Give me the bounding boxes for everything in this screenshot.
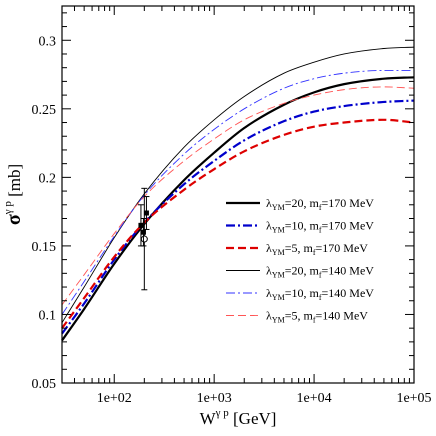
legend-label: λYM=10, mf=140 MeV	[266, 286, 374, 302]
legend: λYM=20, mf=170 MeV λYM=10, mf=170 MeV λYM=…	[226, 196, 374, 325]
legend-label: λYM=5, mf=140 MeV	[266, 309, 368, 325]
point-marker	[138, 222, 144, 228]
axis-ticks: 1e+02 1e+03 1e+04 1e+05 0.05 0.1 0.15 0.2 0.25 0.…	[32, 6, 432, 406]
point-marker	[143, 210, 149, 216]
data-point-3	[143, 196, 150, 230]
y-axis-label: σγ p [mb]	[2, 164, 25, 225]
series-line-4	[61, 46, 415, 323]
legend-label: λYM=20, mf=140 MeV	[266, 264, 374, 280]
legend-entry-3: λYM=5, mf=170 MeV	[226, 241, 368, 257]
plot-border	[61, 5, 415, 384]
x-axis-label: Wγ p [GeV]	[200, 407, 277, 428]
legend-entry-6: λYM=5, mf=140 MeV	[226, 309, 368, 325]
y-tick-label: 0.2	[39, 171, 57, 186]
point-marker	[140, 229, 146, 235]
legend-label: λYM=10, mf=170 MeV	[266, 219, 374, 235]
plot-area	[62, 6, 414, 383]
series-curves	[61, 46, 415, 342]
plot-frame	[61, 5, 415, 384]
series-line-3	[61, 118, 415, 329]
series-line-5	[61, 69, 414, 315]
legend-label: λYM=5, mf=170 MeV	[266, 241, 368, 257]
legend-entry-4: λYM=20, mf=140 MeV	[226, 264, 374, 280]
point-marker	[140, 235, 148, 243]
series-line-1	[61, 76, 415, 342]
x-tick-label: 1e+03	[197, 391, 232, 406]
series-line-6	[61, 86, 415, 306]
x-tick-label: 1e+05	[396, 391, 431, 406]
y-tick-label: 0.05	[32, 377, 57, 392]
series-line-2	[61, 99, 415, 335]
y-tick-label: 0.1	[39, 308, 57, 323]
y-tick-label: 0.25	[32, 103, 57, 118]
legend-entry-2: λYM=10, mf=170 MeV	[226, 219, 374, 235]
legend-label: λYM=20, mf=170 MeV	[266, 196, 374, 212]
legend-entry-1: λYM=20, mf=170 MeV	[226, 196, 374, 212]
x-tick-label: 1e+04	[297, 391, 332, 406]
x-tick-label: 1e+02	[97, 391, 132, 406]
axis-labels: Wγ p [GeV] σγ p [mb]	[2, 164, 276, 428]
y-tick-label: 0.15	[32, 240, 57, 255]
y-tick-label: 0.3	[39, 34, 57, 49]
data-point-4	[140, 217, 147, 247]
plot-background	[62, 6, 414, 383]
data-points	[137, 187, 150, 291]
legend-entry-5: λYM=10, mf=140 MeV	[226, 286, 374, 302]
